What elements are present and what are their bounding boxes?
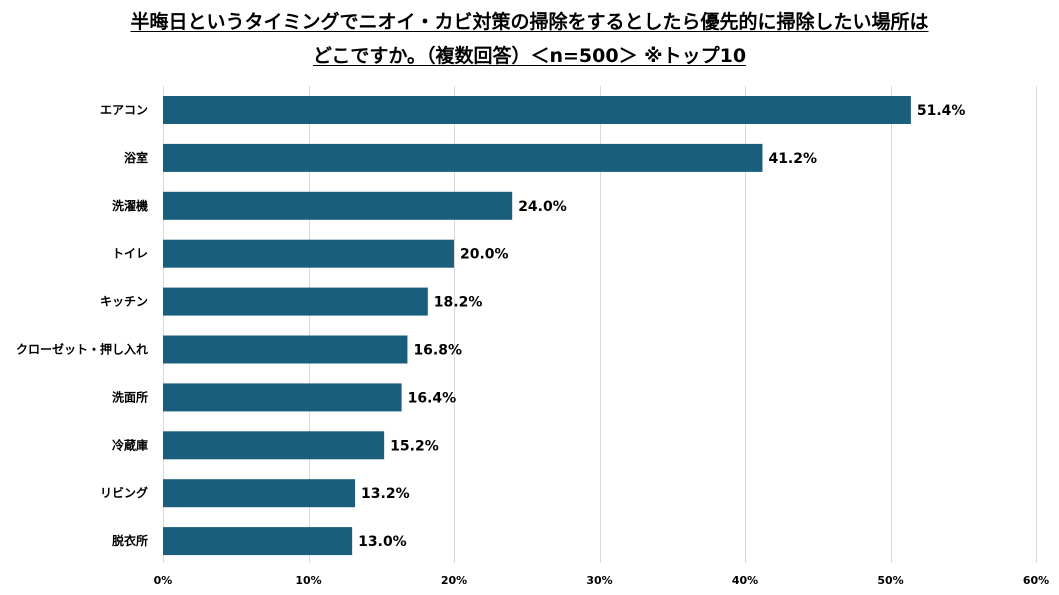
category-label: エアコン <box>100 103 148 117</box>
chart-title-text-2: どこですか。（複数回答）＜n=500＞ ※トップ10 <box>312 45 747 67</box>
x-tick-label: 20% <box>441 574 467 587</box>
bar <box>163 383 402 412</box>
bar <box>163 431 385 460</box>
bar <box>163 479 356 508</box>
bar <box>163 527 353 556</box>
chart-title-line-1: 半晦日というタイミングでニオイ・カビ対策の掃除をするとしたら優先的に掃除したい場… <box>0 10 1059 34</box>
x-axis-ticks: 0% 10% 20% 30% 40% 50% 60% <box>154 574 1050 587</box>
bar <box>163 191 513 220</box>
data-label: 20.0% <box>460 247 509 263</box>
bar <box>163 287 428 316</box>
data-label: 18.2% <box>434 295 483 311</box>
category-label: リビング <box>100 485 148 500</box>
x-tick-label: 30% <box>586 574 612 587</box>
category-label: トイレ <box>112 247 148 261</box>
data-label: 41.2% <box>768 151 817 167</box>
bar <box>163 143 763 172</box>
x-tick-label: 40% <box>732 574 758 587</box>
bar <box>163 335 408 364</box>
x-tick-label: 60% <box>1023 574 1049 587</box>
chart-title-line-2: どこですか。（複数回答）＜n=500＞ ※トップ10 <box>0 44 1059 68</box>
bars: エアコン 51.4% 浴室 41.2% 洗濯機 24.0% トイレ 20.0% キッチン 18.2… <box>16 96 966 556</box>
category-label: 冷蔵庫 <box>112 437 148 452</box>
data-label: 51.4% <box>917 103 966 119</box>
chart-title-text-1: 半晦日というタイミングでニオイ・カビ対策の掃除をするとしたら優先的に掃除したい場… <box>130 11 929 33</box>
data-label: 24.0% <box>518 199 567 215</box>
data-label: 13.0% <box>358 534 407 550</box>
data-label: 16.4% <box>408 390 457 406</box>
x-tick-label: 10% <box>295 574 321 587</box>
x-tick-label: 50% <box>877 574 903 587</box>
category-label: キッチン <box>100 295 148 309</box>
bar <box>163 96 911 124</box>
category-label: クローゼット・押し入れ <box>16 342 148 357</box>
data-label: 13.2% <box>361 486 410 502</box>
x-tick-label: 0% <box>154 574 173 587</box>
category-label: 脱衣所 <box>112 533 148 548</box>
bar <box>163 239 454 268</box>
category-label: 洗面所 <box>112 389 148 404</box>
data-label: 16.8% <box>413 343 462 359</box>
category-label: 洗濯機 <box>112 198 148 213</box>
data-label: 15.2% <box>390 438 439 454</box>
category-label: 浴室 <box>124 150 148 165</box>
